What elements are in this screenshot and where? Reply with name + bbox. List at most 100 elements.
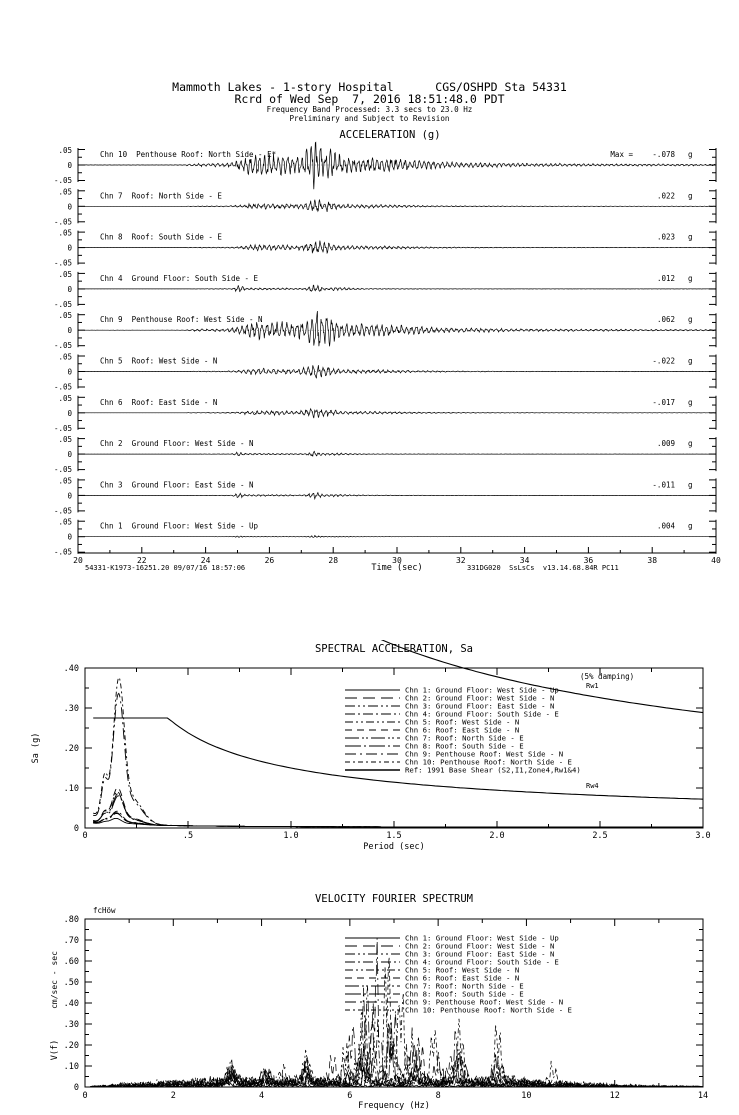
legend-label: Chn 1: Ground Floor: West Side - Up — [405, 686, 559, 695]
legend-label: Chn 7: Roof: North Side - E — [405, 734, 524, 743]
fourier-units-label: cm/sec - sec — [50, 951, 59, 1009]
sa-plot-title: SPECTRAL ACCELERATION, Sa — [315, 643, 473, 655]
unit-label: g — [688, 233, 693, 242]
sa-xtick-label: 3.0 — [695, 831, 710, 841]
sa-xtick-label: 0 — [82, 831, 87, 841]
legend-label: Chn 8: Roof: South Side - E — [405, 990, 524, 999]
period-axis-label: Period (sec) — [363, 842, 424, 852]
cutoff-note: fcHöw — [93, 906, 116, 915]
channel-label: Chn 4 Ground Floor: South Side - E — [100, 274, 259, 283]
legend-label: Chn 10: Penthouse Roof: North Side - E — [405, 758, 572, 767]
strip-ytick-label: -.05 — [54, 176, 72, 185]
strip-ytick-label: 0 — [67, 368, 72, 377]
fourier-curve-8 — [90, 1027, 704, 1088]
strip-ytick-label: 0 — [67, 533, 72, 542]
sa-ytick-label: .40 — [64, 664, 79, 674]
strip-ytick-label: .05 — [58, 187, 72, 196]
sa-curve-9 — [93, 692, 703, 828]
frequency-band-note: Frequency Band Processed: 3.3 secs to 23… — [266, 105, 473, 114]
strip-ytick-label: -.05 — [54, 548, 72, 557]
channel-max-value: -.022 — [652, 357, 675, 366]
fourier-y-axis-label: V(f) — [50, 1040, 60, 1060]
time-tick-label: 20 — [73, 556, 83, 565]
strip-ytick-label: .05 — [58, 270, 72, 279]
legend-label: Chn 10: Penthouse Roof: North Side - E — [405, 1006, 572, 1015]
strip-ytick-label: .05 — [58, 353, 72, 362]
channel-label: Chn 8 Roof: South Side - E — [100, 233, 222, 242]
time-tick-label: 40 — [711, 556, 721, 565]
sa-xtick-label: 1.5 — [386, 831, 401, 841]
fourier-xtick-label: 8 — [436, 1091, 441, 1101]
trace-chn-10 — [78, 141, 717, 190]
strip-ytick-label: 0 — [67, 491, 72, 500]
sa-xtick-label: 2.5 — [592, 831, 607, 841]
trace-chn-6 — [78, 407, 716, 419]
frequency-axis-label: Frequency (Hz) — [358, 1101, 430, 1111]
legend-label: Chn 5: Roof: West Side - N — [405, 966, 519, 975]
strip-ytick-label: -.05 — [54, 217, 72, 226]
strip-ytick-label: .05 — [58, 311, 72, 320]
channel-label: Chn 3 Ground Floor: East Side - N — [100, 480, 254, 489]
acceleration-plot: ACCELERATION (g) .05 0 -.05 Chn 10 Penthous… — [54, 129, 721, 573]
sa-curve-3 — [93, 812, 703, 828]
strip-ytick-label: 0 — [67, 326, 72, 335]
legend-label: Chn 4: Ground Floor: South Side - E — [405, 958, 559, 967]
legend-label: Chn 2: Ground Floor: West Side - N — [405, 942, 554, 951]
legend-label: Chn 9: Penthouse Roof: West Side - N — [405, 750, 563, 759]
unit-label: g — [688, 315, 693, 324]
unit-label: g — [688, 480, 693, 489]
unit-label: g — [688, 191, 693, 200]
fourier-ytick-label: .60 — [64, 957, 79, 967]
fourier-ytick-label: .50 — [64, 978, 79, 988]
fourier-xtick-label: 6 — [347, 1091, 352, 1101]
fourier-ytick-label: .70 — [64, 936, 79, 946]
time-tick-label: 34 — [520, 556, 530, 565]
sa-curve-10 — [93, 676, 703, 828]
legend-label: Chn 6: Roof: East Side - N — [405, 974, 519, 983]
spectral-acceleration-curves: .40 .30 .20 .10 00 .5 1.0 1.5 2.0 2.5 3.0 Chn 1: Gr… — [64, 640, 711, 841]
sa-curve-4 — [93, 810, 703, 828]
trace-chn-4 — [78, 284, 716, 293]
fourier-xtick-label: 12 — [610, 1091, 620, 1101]
channel-label: Chn 1 Ground Floor: West Side - Up — [100, 522, 259, 531]
time-tick-label: 38 — [647, 556, 657, 565]
strip-ytick-label: -.05 — [54, 259, 72, 268]
channel-max-value: -.011 — [652, 480, 675, 489]
fourier-xtick-label: 4 — [259, 1091, 264, 1101]
fourier-curve-10 — [90, 956, 703, 1088]
fourier-curve-7 — [90, 1022, 703, 1088]
unit-label: g — [688, 357, 693, 366]
time-axis-label: Time (sec) — [371, 563, 422, 573]
legend-label: Chn 5: Roof: West Side - N — [405, 718, 519, 727]
legend-label: Ref: 1991 Base Shear (S2,I1,Zone4,Rw1&4) — [405, 766, 581, 775]
channel-label: Chn 6 Roof: East Side - N — [100, 398, 217, 407]
sa-xtick-label: .5 — [183, 831, 193, 841]
velocity-fourier-spectrum-plot: .80 .70 .60 .50 .40 .30 .20 .10 00 2 4 6 8 10 12 14 Chn … — [50, 893, 708, 1111]
sa-curve-7 — [93, 793, 703, 828]
max-prefix-label: Max = — [610, 150, 633, 159]
time-tick-label: 32 — [456, 556, 466, 565]
fourier-ytick-label: .20 — [64, 1041, 79, 1051]
channel-max-value: .012 — [657, 274, 675, 283]
sa-curve-8 — [93, 795, 703, 828]
ref-curve-rw1 — [380, 640, 704, 714]
channel-label: Chn 7 Roof: North Side - E — [100, 191, 222, 200]
sa-curve-2 — [93, 812, 703, 828]
channel-label: Chn 5 Roof: West Side - N — [100, 357, 217, 366]
fourier-plot-title: VELOCITY FOURIER SPECTRUM — [315, 893, 473, 905]
fourier-xtick-label: 14 — [698, 1091, 708, 1101]
station-title: Mammoth Lakes - 1-story Hospital CGS/OSH… — [172, 80, 567, 94]
unit-label: g — [688, 150, 693, 159]
time-tick-label: 30 — [392, 556, 402, 565]
time-tick-label: 22 — [137, 556, 147, 565]
channel-max-value: .023 — [657, 233, 675, 242]
strip-ytick-label: 0 — [67, 450, 72, 459]
legend-label: Chn 6: Roof: East Side - N — [405, 726, 519, 735]
channel-max-value: .004 — [657, 522, 676, 531]
unit-label: g — [688, 439, 693, 448]
strip-ytick-label: -.05 — [54, 424, 72, 433]
trace-chn-7 — [78, 199, 717, 213]
trace-chn-8 — [78, 240, 717, 255]
trace-chn-3 — [78, 491, 716, 501]
